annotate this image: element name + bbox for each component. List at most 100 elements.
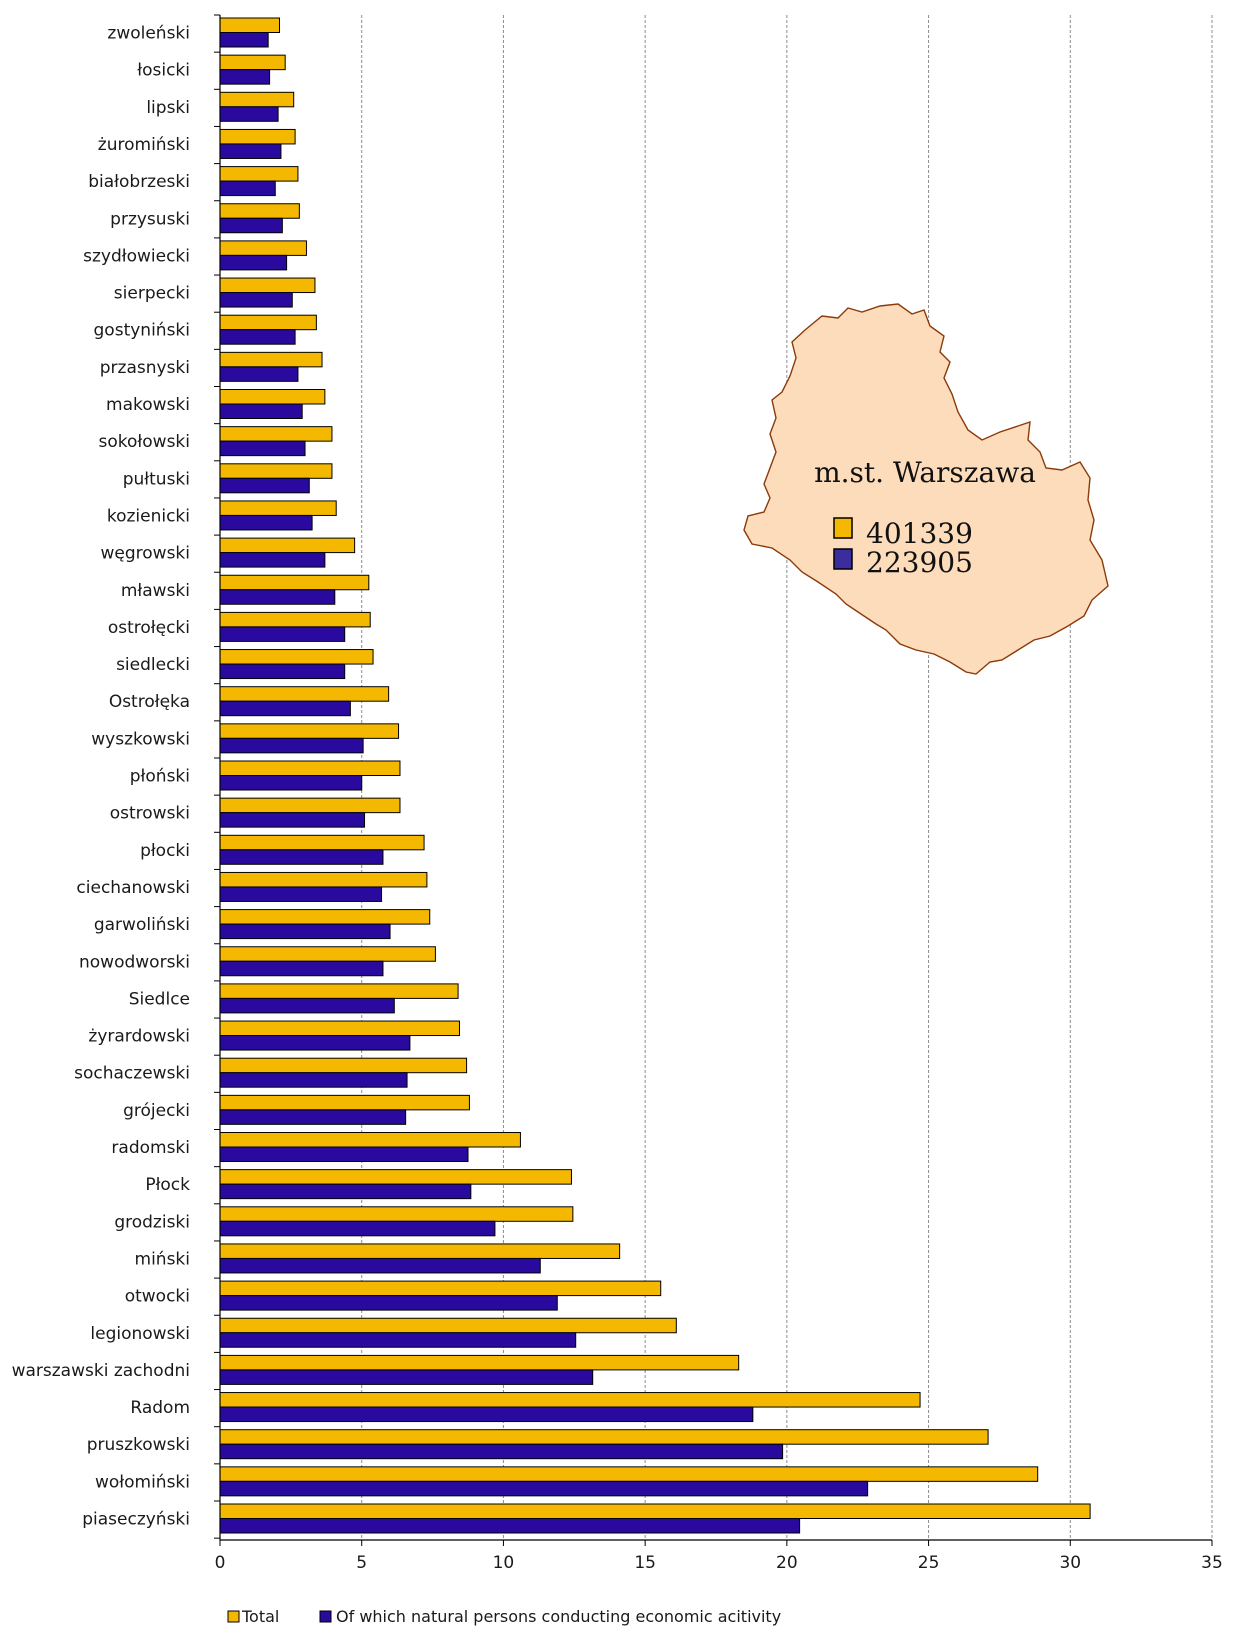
- bar-total: [219, 834, 425, 851]
- category-label: grójecki: [123, 1101, 190, 1121]
- category-label: Radom: [130, 1398, 190, 1418]
- bar-natural-persons: [219, 1332, 577, 1348]
- bar-natural-persons: [219, 1480, 869, 1497]
- gridlines: [361, 15, 1213, 1540]
- x-tick-label: 5: [356, 1553, 367, 1573]
- category-label: Ostrołęka: [109, 692, 190, 712]
- bar-total: [219, 1466, 1039, 1482]
- legend-total-swatch: [227, 1610, 240, 1623]
- category-label: piaseczyński: [82, 1510, 190, 1530]
- x-tick-label: 30: [1059, 1553, 1081, 1573]
- bar-natural-persons: [219, 254, 288, 271]
- bar-natural-persons: [219, 1183, 472, 1200]
- legend-natural-swatch: [319, 1610, 332, 1623]
- bar-total: [219, 277, 316, 294]
- category-label: zwoleński: [107, 24, 190, 44]
- category-label: wołomiński: [95, 1472, 190, 1492]
- bar-natural-persons: [219, 32, 269, 48]
- bar-natural-persons: [219, 1072, 408, 1088]
- bar-total: [219, 1392, 921, 1408]
- category-label: radomski: [111, 1138, 190, 1158]
- bar-total: [219, 1243, 621, 1259]
- bar-natural-persons: [219, 1295, 558, 1311]
- axes: [214, 14, 1213, 1546]
- category-label: płocki: [140, 841, 190, 861]
- bar-natural-persons: [219, 849, 384, 865]
- inset-total-swatch: [833, 517, 853, 539]
- category-label: łosicki: [137, 61, 190, 81]
- bar-total: [219, 983, 459, 999]
- bar-natural-persons: [219, 997, 395, 1014]
- bar-total: [219, 760, 401, 776]
- bar-natural-persons: [219, 477, 310, 494]
- bar-natural-persons: [219, 329, 296, 345]
- bar-natural-persons: [219, 1109, 407, 1125]
- bar-total: [219, 1057, 468, 1074]
- category-label: pruszkowski: [87, 1435, 190, 1455]
- bar-total: [219, 54, 286, 71]
- bar-total: [219, 426, 333, 442]
- bar-natural-persons: [219, 292, 293, 308]
- bar-total: [219, 166, 299, 182]
- bar-total: [219, 946, 436, 962]
- bar-total: [219, 1206, 574, 1222]
- bar-natural-persons: [219, 626, 346, 642]
- x-tick-label: 20: [776, 1553, 798, 1573]
- bar-natural-persons: [219, 923, 391, 940]
- category-label: Siedlce: [129, 989, 190, 1009]
- bar-total: [219, 91, 295, 108]
- category-label: mławski: [121, 581, 190, 601]
- bar-natural-persons: [219, 886, 383, 902]
- category-label: lipski: [146, 98, 190, 118]
- category-label: nowodworski: [79, 952, 190, 972]
- category-label: grodziski: [114, 1212, 190, 1232]
- category-label: otwocki: [125, 1287, 190, 1307]
- bar-total: [219, 723, 400, 739]
- bar-natural-persons: [219, 366, 299, 382]
- bar-total: [219, 314, 317, 331]
- bar-total: [219, 17, 281, 33]
- inset-natural-value: 223905: [866, 546, 973, 579]
- bar-total: [219, 1169, 572, 1185]
- category-label: białobrzeski: [88, 172, 190, 192]
- bar-natural-persons: [219, 1146, 469, 1162]
- bar-total: [219, 871, 428, 888]
- bar-natural-persons: [219, 775, 363, 791]
- category-label: przasnyski: [100, 358, 190, 378]
- bar-total: [219, 574, 370, 591]
- x-tick-label: 0: [215, 1553, 226, 1573]
- x-tick-label: 35: [1201, 1553, 1223, 1573]
- bar-natural-persons: [219, 403, 303, 419]
- bar-total: [219, 909, 431, 925]
- bar-natural-persons: [219, 180, 276, 197]
- bar-total: [219, 240, 307, 256]
- bar-natural-persons: [219, 1518, 801, 1534]
- bar-total: [219, 537, 356, 554]
- bar-natural-persons: [219, 700, 351, 717]
- category-labels: zwoleński łosicki lipski żuromiński białobrz…: [12, 24, 191, 1530]
- category-label: ostrowski: [110, 804, 190, 824]
- bar-natural-persons: [219, 440, 306, 457]
- bar-total: [219, 1503, 1091, 1519]
- bar-natural-persons: [219, 69, 271, 85]
- category-label: makowski: [106, 395, 190, 415]
- bar-natural-persons: [219, 589, 336, 605]
- bar-natural-persons: [219, 552, 326, 568]
- category-label: warszawski zachodni: [12, 1361, 190, 1381]
- bar-natural-persons: [219, 143, 282, 159]
- bar-total: [219, 389, 326, 405]
- category-label: sochaczewski: [74, 1064, 190, 1084]
- bar-natural-persons: [219, 812, 366, 828]
- bar-total: [219, 1280, 662, 1297]
- bars-group: [219, 17, 1091, 1534]
- bar-total: [219, 1354, 740, 1371]
- legend-natural-label: Of which natural persons conducting econ…: [336, 1607, 781, 1626]
- bar-total: [219, 686, 390, 702]
- legend: Total Of which natural persons conductin…: [227, 1607, 781, 1626]
- bar-natural-persons: [219, 217, 283, 234]
- bar-natural-persons: [219, 1220, 496, 1237]
- bar-total: [219, 500, 337, 516]
- category-label: legionowski: [90, 1324, 190, 1344]
- bar-natural-persons: [219, 514, 313, 531]
